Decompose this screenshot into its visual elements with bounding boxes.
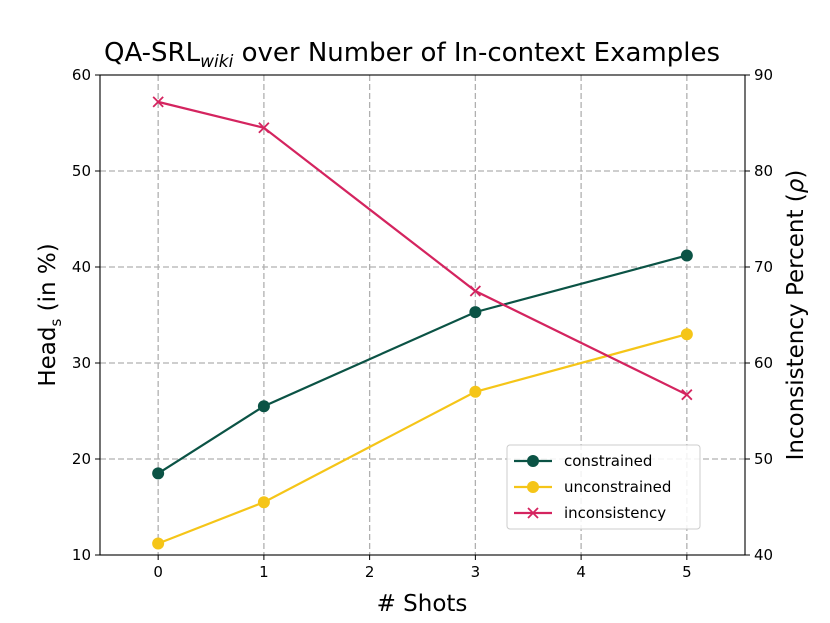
chart-title: QA-SRLwiki over Number of In-context Exa… (104, 38, 720, 72)
data-point-constrained (257, 400, 270, 413)
x-tick-label: 0 (153, 563, 163, 581)
x-tick-label: 3 (471, 563, 481, 581)
legend-label: unconstrained (564, 478, 671, 496)
legend: constrained unconstrained inconsistency (506, 444, 701, 530)
legend-marker (527, 455, 539, 467)
legend-label: inconsistency (564, 504, 666, 522)
legend-item-inconsistency: inconsistency (514, 504, 666, 522)
data-point-constrained (680, 249, 693, 262)
legend-box (506, 444, 701, 530)
y-tick-label-left: 20 (72, 450, 91, 468)
data-point-unconstrained (680, 328, 693, 341)
data-point-unconstrained (152, 537, 165, 550)
legend-label: constrained (564, 452, 652, 470)
y-axis-label-right: Inconsistency Percent (ρ) (783, 170, 809, 461)
y-tick-label-left: 60 (72, 66, 91, 84)
y-axis-label-left: Heads (in %) (35, 243, 65, 386)
legend-marker (527, 481, 539, 493)
y-tick-label-right: 50 (754, 450, 773, 468)
data-point-inconsistency (258, 122, 270, 134)
series-constrained (152, 249, 693, 480)
y-tick-label-left: 50 (72, 162, 91, 180)
plot-frame (99, 74, 746, 556)
legend-items: constrained unconstrained inconsistency (514, 452, 671, 522)
series-layer (152, 96, 693, 550)
data-point-inconsistency (152, 96, 164, 108)
y-tick-label-right: 60 (754, 354, 773, 372)
ticks: 0 1 2 3 4 5 10 20 30 40 50 60 40 50 60 70 80 90 (72, 66, 773, 581)
y-tick-label-right: 90 (754, 66, 773, 84)
x-tick-label: 2 (365, 563, 375, 581)
legend-item-unconstrained: unconstrained (514, 478, 671, 496)
data-point-unconstrained (469, 385, 482, 398)
y-tick-label-left: 10 (72, 546, 91, 564)
series-inconsistency (152, 96, 693, 401)
x-axis-label: # Shots (377, 591, 468, 617)
y-tick-label-left: 40 (72, 258, 91, 276)
y-tick-label-right: 80 (754, 162, 773, 180)
data-point-inconsistency (681, 389, 693, 401)
legend-item-constrained: constrained (514, 452, 652, 470)
y-tick-label-left: 30 (72, 354, 91, 372)
series-line-inconsistency (157, 100, 688, 396)
y-tick-label-right: 40 (754, 546, 773, 564)
data-point-constrained (469, 306, 482, 319)
y-tick-label-right: 70 (754, 258, 773, 276)
x-tick-label: 1 (259, 563, 269, 581)
series-unconstrained (152, 328, 693, 550)
data-point-inconsistency (469, 285, 482, 297)
data-point-unconstrained (257, 496, 270, 509)
x-tick-label: 4 (576, 563, 586, 581)
series-line-unconstrained (157, 333, 688, 545)
x-tick-label: 5 (682, 563, 692, 581)
series-line-constrained (157, 254, 688, 475)
legend-marker (527, 507, 539, 519)
data-point-constrained (152, 467, 165, 480)
